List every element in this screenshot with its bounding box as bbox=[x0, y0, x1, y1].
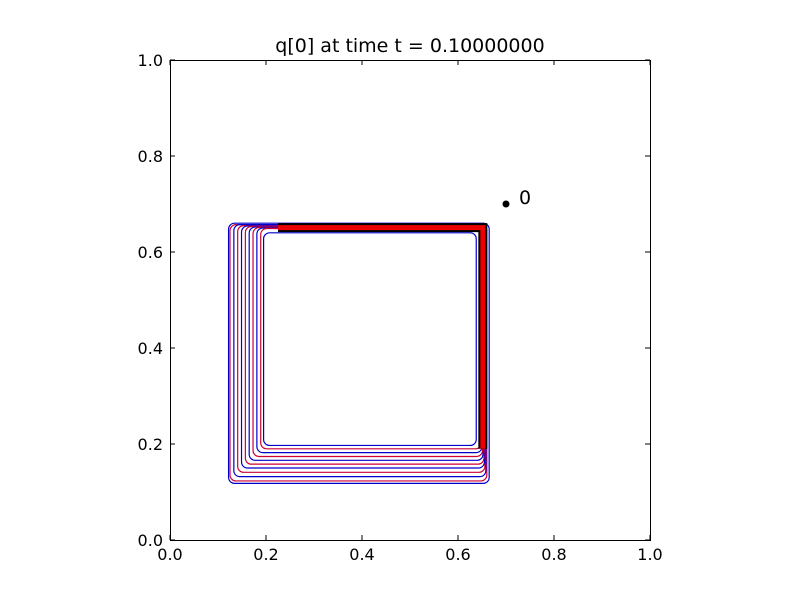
x-tick-label: 0.0 bbox=[157, 545, 182, 564]
y-tick-label: 0.0 bbox=[138, 531, 163, 550]
x-tick-label: 0.6 bbox=[445, 545, 470, 564]
y-tick-label: 0.6 bbox=[138, 243, 163, 262]
axes-frame bbox=[170, 60, 651, 541]
y-axis: 0.0 0.2 0.4 0.6 0.8 1.0 bbox=[138, 51, 650, 550]
x-tick-label: 0.8 bbox=[541, 545, 566, 564]
y-tick-label: 0.2 bbox=[138, 435, 163, 454]
steep-front-band bbox=[278, 225, 486, 449]
y-tick-label: 1.0 bbox=[138, 51, 163, 70]
points-layer: 0 bbox=[502, 187, 531, 209]
y-tick-label: 0.8 bbox=[138, 147, 163, 166]
x-tick-label: 0.2 bbox=[253, 545, 278, 564]
y-tick-label: 0.4 bbox=[138, 339, 163, 358]
x-tick-label: 0.4 bbox=[349, 545, 374, 564]
contour-lines bbox=[227, 222, 490, 484]
point-label-0: 0 bbox=[519, 187, 531, 209]
point-marker-0 bbox=[502, 200, 510, 208]
chart-title: q[0] at time t = 0.10000000 bbox=[275, 35, 544, 57]
x-axis: 0.0 0.2 0.4 0.6 0.8 1.0 bbox=[157, 60, 663, 564]
x-tick-label: 1.0 bbox=[637, 545, 662, 564]
contour-level-10 bbox=[263, 232, 477, 447]
